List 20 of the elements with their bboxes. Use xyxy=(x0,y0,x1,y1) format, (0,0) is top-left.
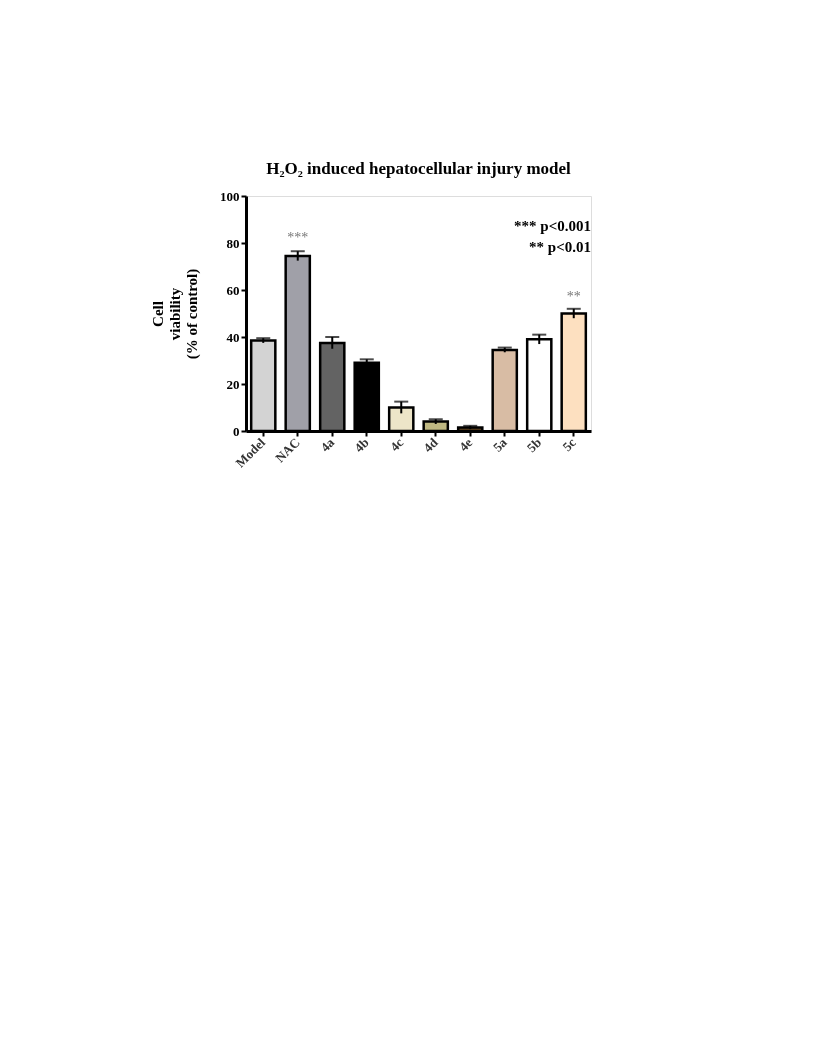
chart-title: H₂O₂ induced hepatocellular injury model xyxy=(266,159,572,178)
annotation: ** xyxy=(566,289,581,305)
x-tick-label: 4e xyxy=(455,434,476,455)
x-tick-label: 4b xyxy=(351,434,372,456)
x-tick-label: 4a xyxy=(317,434,338,455)
x-tick-label: 4c xyxy=(386,434,407,455)
annotation: *** xyxy=(287,230,309,246)
y-tick-label: 80 xyxy=(226,235,240,251)
annotation: *** p<0.001 xyxy=(514,218,591,234)
x-tick-label: 4d xyxy=(420,434,442,456)
annotation: ** p<0.01 xyxy=(529,239,591,255)
x-tick-label: 5a xyxy=(489,434,511,455)
y-tick-label: 100 xyxy=(220,188,240,204)
y-tick-label: 0 xyxy=(233,423,240,439)
y-tick-label: 20 xyxy=(226,376,240,392)
x-tick-label: 5b xyxy=(523,434,545,456)
y-tick-label: 60 xyxy=(226,282,240,298)
y-tick-label: 40 xyxy=(226,329,240,345)
x-tick-label: 5c xyxy=(559,434,579,455)
y-axis-title: Cell viability (% of control) xyxy=(150,268,201,360)
